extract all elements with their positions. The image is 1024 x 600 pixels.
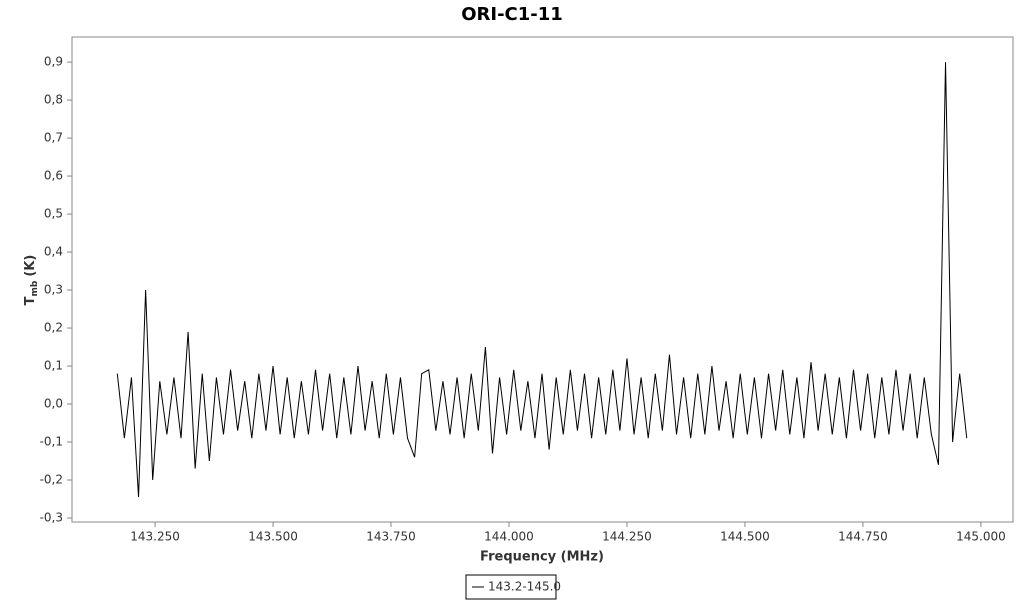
legend-label: 143.2-145.0 bbox=[488, 580, 561, 594]
y-tick-label: 0,0 bbox=[44, 397, 63, 411]
y-tick-label: 0,6 bbox=[44, 169, 63, 183]
y-tick-label: -0,3 bbox=[40, 511, 63, 525]
y-label-unit: (K) bbox=[23, 255, 38, 277]
y-tick-label: 0,3 bbox=[44, 283, 63, 297]
y-tick-label: 0,4 bbox=[44, 245, 63, 259]
y-tick-label: -0,1 bbox=[40, 435, 63, 449]
x-tick-label: 143.250 bbox=[130, 530, 180, 544]
y-label-sub: mb bbox=[30, 280, 40, 296]
x-tick-label: 144.250 bbox=[602, 530, 652, 544]
y-tick-label: 0,1 bbox=[44, 359, 63, 373]
x-tick-label: 144.750 bbox=[838, 530, 888, 544]
x-tick-label: 145.000 bbox=[956, 530, 1006, 544]
y-axis-label: Tmb (K) bbox=[23, 255, 40, 306]
x-tick-label: 144.000 bbox=[484, 530, 534, 544]
x-tick-label: 143.750 bbox=[366, 530, 416, 544]
y-tick-label: 0,5 bbox=[44, 207, 63, 221]
x-axis-label: Frequency (MHz) bbox=[480, 550, 604, 565]
plot-frame bbox=[71, 36, 1014, 523]
y-label-main: T bbox=[23, 296, 38, 305]
y-tick-label: 0,2 bbox=[44, 321, 63, 335]
x-tick-label: 144.500 bbox=[720, 530, 770, 544]
y-tick-label: -0,2 bbox=[40, 473, 63, 487]
y-tick-label: 0,8 bbox=[44, 93, 63, 107]
chart-title: ORI-C1-11 bbox=[461, 4, 563, 25]
spectrum-line bbox=[116, 62, 968, 498]
y-tick-label: 0,9 bbox=[44, 55, 63, 69]
y-tick-label: 0,7 bbox=[44, 131, 63, 145]
x-tick-label: 143.500 bbox=[248, 530, 298, 544]
